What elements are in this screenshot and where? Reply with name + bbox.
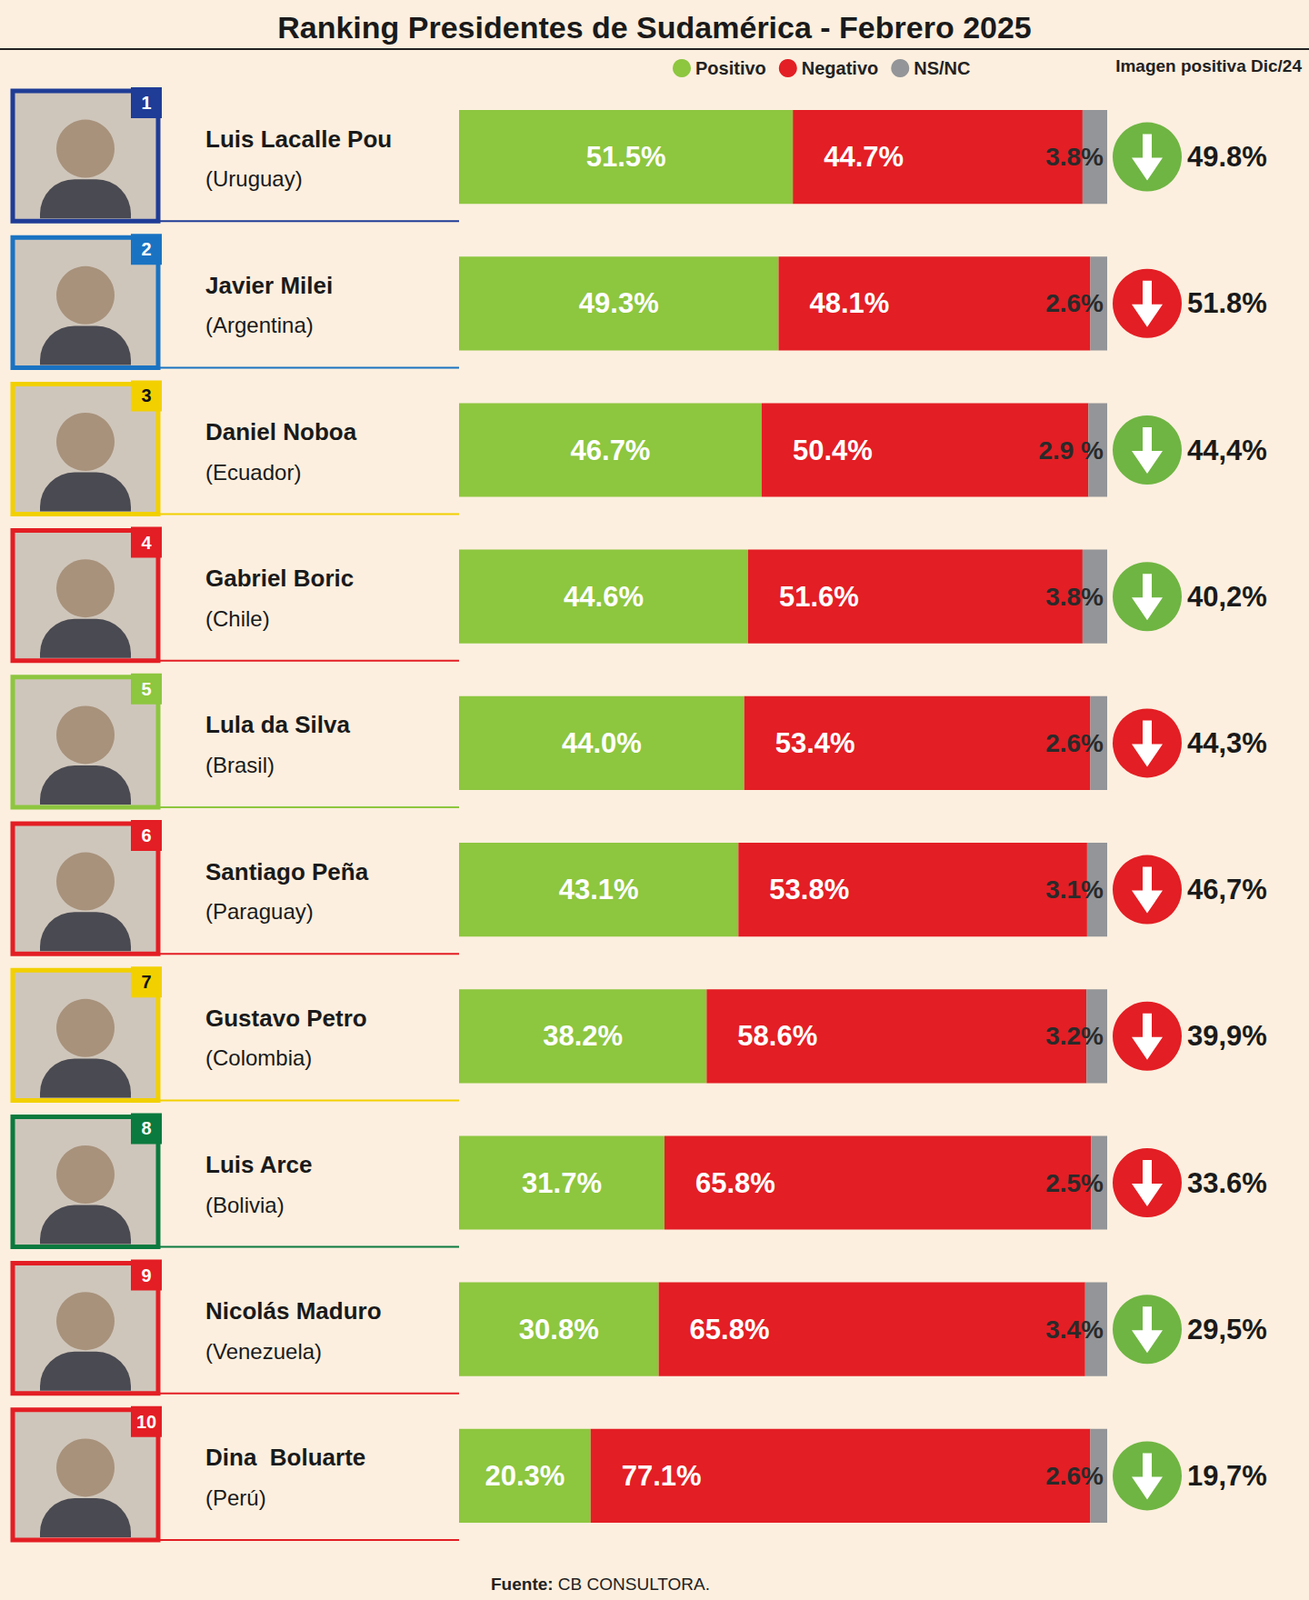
svg-text:(Bolivia): (Bolivia) <box>205 1192 285 1218</box>
svg-text:29,5%: 29,5% <box>1187 1313 1268 1346</box>
svg-text:46.7%: 46.7% <box>570 434 651 467</box>
svg-text:39,9%: 39,9% <box>1187 1019 1268 1052</box>
svg-text:77.1%: 77.1% <box>621 1459 702 1492</box>
svg-text:Luis Lacalle Pou: Luis Lacalle Pou <box>205 125 392 153</box>
svg-text:3.4%: 3.4% <box>1045 1315 1104 1344</box>
svg-text:44.6%: 44.6% <box>563 580 644 613</box>
svg-text:Fuente:: Fuente: <box>490 1574 554 1594</box>
svg-text:Negativo: Negativo <box>801 58 879 79</box>
svg-text:48.1%: 48.1% <box>809 287 890 320</box>
svg-text:9: 9 <box>140 1265 151 1286</box>
svg-text:53.8%: 53.8% <box>769 873 850 906</box>
svg-text:(Colombia): (Colombia) <box>205 1045 312 1070</box>
svg-text:20.3%: 20.3% <box>484 1459 565 1492</box>
svg-text:CB CONSULTORA.: CB CONSULTORA. <box>553 1574 710 1594</box>
svg-text:51.5%: 51.5% <box>586 140 667 173</box>
svg-text:43.1%: 43.1% <box>559 873 640 906</box>
svg-text:2: 2 <box>140 239 151 260</box>
svg-text:Positivo: Positivo <box>695 58 767 79</box>
svg-text:(Brasil): (Brasil) <box>205 752 275 778</box>
svg-text:8: 8 <box>140 1118 151 1139</box>
svg-text:4: 4 <box>140 532 152 553</box>
svg-text:(Paraguay): (Paraguay) <box>205 899 314 924</box>
svg-text:40,2%: 40,2% <box>1187 580 1268 613</box>
svg-text:(Ecuador): (Ecuador) <box>205 459 301 485</box>
svg-text:2.6%: 2.6% <box>1045 289 1104 318</box>
svg-text:(Argentina): (Argentina) <box>205 312 314 338</box>
svg-text:Gustavo Petro: Gustavo Petro <box>205 1004 368 1032</box>
svg-text:Javier Milei: Javier Milei <box>205 271 333 300</box>
svg-text:(Uruguay): (Uruguay) <box>205 166 303 191</box>
svg-text:38.2%: 38.2% <box>542 1019 623 1052</box>
svg-text:3: 3 <box>140 385 151 406</box>
svg-text:44,3%: 44,3% <box>1187 727 1268 760</box>
svg-text:Daniel Noboa: Daniel Noboa <box>205 418 358 446</box>
svg-text:30.8%: 30.8% <box>519 1313 600 1346</box>
svg-text:3.1%: 3.1% <box>1045 875 1104 904</box>
svg-text:44.7%: 44.7% <box>823 140 904 173</box>
svg-text:7: 7 <box>140 971 151 992</box>
svg-text:3.8%: 3.8% <box>1045 142 1104 171</box>
svg-text:1: 1 <box>140 92 151 113</box>
svg-text:33.6%: 33.6% <box>1187 1167 1268 1200</box>
svg-text:2.5%: 2.5% <box>1045 1169 1104 1198</box>
svg-text:2.6%: 2.6% <box>1045 1461 1104 1490</box>
svg-text:44,4%: 44,4% <box>1187 434 1268 467</box>
svg-text:Dina Boluarte: Dina Boluarte <box>205 1443 366 1471</box>
svg-text:46,7%: 46,7% <box>1187 873 1268 906</box>
svg-text:49.3%: 49.3% <box>579 287 660 320</box>
svg-text:(Chile): (Chile) <box>205 606 270 631</box>
svg-text:65.8%: 65.8% <box>689 1313 770 1346</box>
svg-text:44.0%: 44.0% <box>561 727 642 760</box>
svg-text:6: 6 <box>140 825 151 846</box>
svg-text:NS/NC: NS/NC <box>913 58 970 79</box>
svg-text:50.4%: 50.4% <box>792 434 873 467</box>
svg-text:31.7%: 31.7% <box>521 1167 602 1200</box>
svg-text:3.8%: 3.8% <box>1045 582 1104 611</box>
svg-text:53.4%: 53.4% <box>775 727 856 760</box>
svg-text:65.8%: 65.8% <box>695 1167 776 1200</box>
svg-text:10: 10 <box>136 1411 157 1432</box>
svg-text:(Venezuela): (Venezuela) <box>205 1338 322 1364</box>
svg-text:(Perú): (Perú) <box>205 1485 267 1510</box>
svg-text:51.6%: 51.6% <box>779 580 860 613</box>
svg-text:49.8%: 49.8% <box>1187 140 1268 173</box>
svg-text:51.8%: 51.8% <box>1187 287 1268 320</box>
svg-text:Santiago Peña: Santiago Peña <box>205 858 370 886</box>
svg-text:Nicolás Maduro: Nicolás Maduro <box>205 1297 382 1325</box>
svg-text:Lula da Silva: Lula da Silva <box>205 710 350 739</box>
svg-text:19,7%: 19,7% <box>1187 1459 1268 1492</box>
svg-text:Gabriel Boric: Gabriel Boric <box>205 564 354 592</box>
svg-text:Ranking Presidentes de Sudamér: Ranking Presidentes de Sudamérica - Febr… <box>277 9 1032 45</box>
svg-text:Luis Arce: Luis Arce <box>205 1150 313 1179</box>
svg-text:3.2%: 3.2% <box>1045 1021 1104 1050</box>
svg-text:2.6%: 2.6% <box>1045 729 1104 758</box>
svg-text:5: 5 <box>140 679 151 700</box>
svg-text:Imagen positiva Dic/24: Imagen positiva Dic/24 <box>1115 56 1302 76</box>
svg-text:2.9 %: 2.9 % <box>1038 436 1104 465</box>
svg-text:58.6%: 58.6% <box>737 1019 818 1052</box>
